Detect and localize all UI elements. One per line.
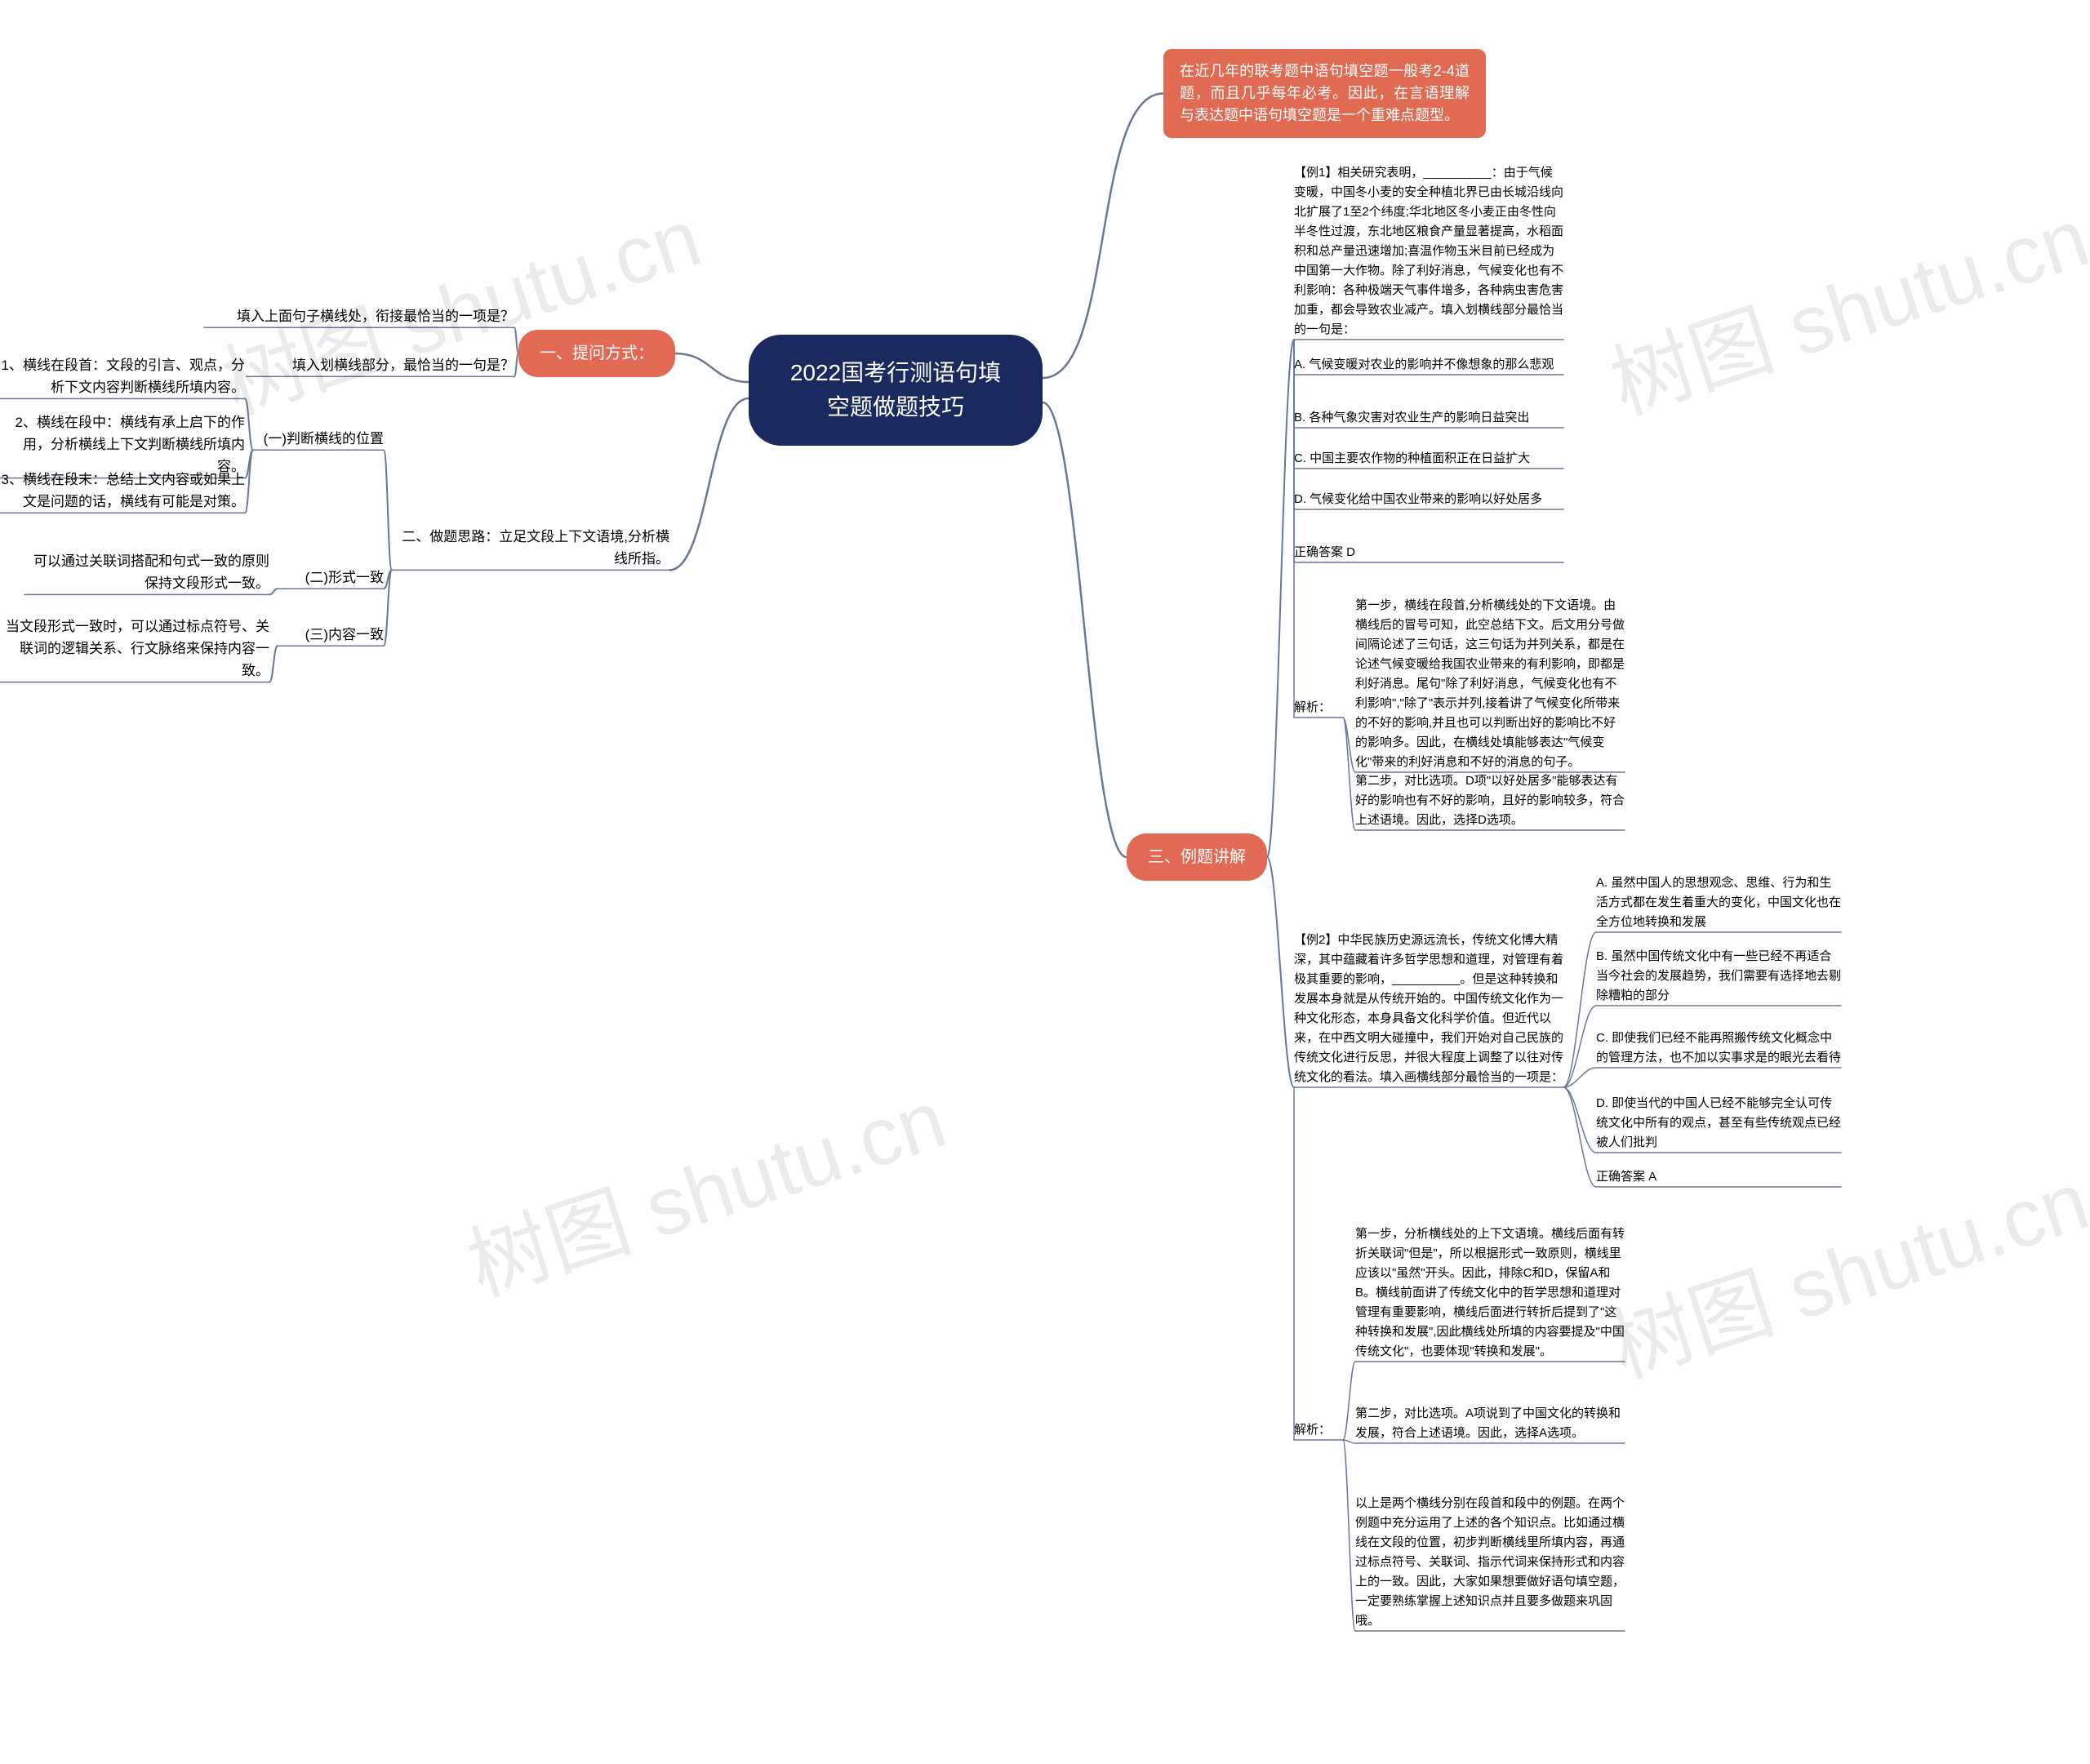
section1-item: 填入划横线部分，最恰当的一句是？ [247,354,514,376]
example1-option: B. 各种气象灾害对农业生产的影响日益突出 [1294,408,1563,428]
example1-option: D. 气候变化给中国农业带来的影响以好处居多 [1294,490,1563,509]
example2-option: B. 虽然中国传统文化中有一些已经不再适合当今社会的发展趋势，我们需要有选择地去… [1596,947,1841,1006]
example1-option: A. 气候变暖对农业的影响并不像想象的那么悲观 [1294,355,1563,375]
section2-sub1-item: 3、横线在段末：总结上文内容或如果上文是问题的话，横线有可能是对策。 [0,469,245,513]
example2-answer: 正确答案 A [1596,1167,1841,1187]
center-title: 2022国考行测语句填空题做题技巧 [749,335,1043,446]
example2-analysis: 第二步，对比选项。A项说到了中国文化的转换和发展，符合上述语境。因此，选择A选项… [1355,1404,1625,1443]
example2-analysis: 以上是两个横线分别在段首和段中的例题。在两个例题中充分运用了上述的各个知识点。比… [1355,1494,1625,1631]
example2-option: C. 即使我们已经不能再照搬传统文化概念中的管理方法，也不加以实事求是的眼光去看… [1596,1029,1841,1068]
section3-label: 三、例题讲解 [1127,833,1267,881]
section1-label: 一、提问方式： [518,330,675,377]
section2-sub3-label: (三)内容一致 [278,624,384,646]
example1-question: 【例1】相关研究表明，__________：由于气候变暖，中国冬小麦的安全种植北… [1294,163,1563,340]
intro-text: 在近几年的联考题中语句填空题一般考2-4道题，而且几乎每年必考。因此，在言语理解… [1163,49,1486,138]
section2-sub1-label: (一)判断横线的位置 [253,428,384,450]
example1-option: C. 中国主要农作物的种植面积正在日益扩大 [1294,449,1563,469]
watermark: 树图 shutu.cn [1594,171,2090,437]
section2-sub2-label: (二)形式一致 [278,567,384,589]
example2-question: 【例2】中华民族历史源远流长，传统文化博大精深，其中蕴藏着许多哲学思想和道理，对… [1294,931,1563,1087]
example2-analysis-label: 解析： [1294,1420,1343,1440]
example2-analysis: 第一步，分析横线处的上下文语境。横线后面有转折关联词"但是"，所以根据形式一致原… [1355,1224,1625,1362]
example1-answer: 正确答案 D [1294,543,1563,562]
example2-option: A. 虽然中国人的思想观念、思维、行为和生活方式都在发生着重大的变化，中国文化也… [1596,873,1841,932]
example1-analysis-label: 解析： [1294,698,1343,718]
section2-label: 二、做题思路：立足文段上下文语境,分析横线所指。 [392,526,669,570]
section2-sub2-item: 可以通过关联词搭配和句式一致的原则保持文段形式一致。 [24,550,269,594]
section2-sub1-item: 1、横线在段首：文段的引言、观点，分析下文内容判断横线所填内容。 [0,354,245,398]
section2-sub3-item: 当文段形式一致时，可以通过标点符号、关联词的逻辑关系、行文脉络来保持内容一致。 [0,615,269,682]
example2-option: D. 即使当代的中国人已经不能够完全认可传统文化中所有的观点，甚至有些传统观点已… [1596,1094,1841,1153]
example1-analysis: 第一步，横线在段首,分析横线处的下文语境。由横线后的冒号可知，此空总结下文。后文… [1355,596,1625,772]
example1-analysis: 第二步，对比选项。D项"以好处居多"能够表达有好的影响也有不好的影响，且好的影响… [1355,771,1625,830]
watermark: 树图 shutu.cn [206,171,713,437]
watermark: 树图 shutu.cn [451,1053,958,1318]
section1-item: 填入上面句子横线处，衔接最恰当的一项是？ [204,305,514,327]
